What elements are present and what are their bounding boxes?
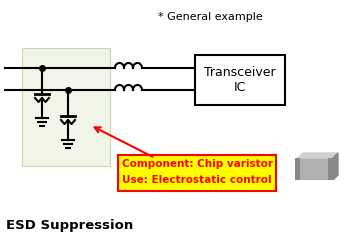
Bar (22, 48, 110, 166)
Bar (295, 158, 333, 180)
Text: ESD Suppression: ESD Suppression (6, 219, 133, 232)
Text: * General example: * General example (158, 12, 262, 22)
Polygon shape (298, 153, 338, 158)
Text: Transceiver
IC: Transceiver IC (204, 66, 276, 94)
Polygon shape (333, 153, 338, 180)
Bar (195, 55, 285, 105)
Bar (295, 158, 300, 180)
Bar (328, 158, 333, 180)
Bar (118, 155, 276, 191)
Text: Component: Chip varistor: Component: Chip varistor (122, 159, 273, 169)
Text: Use: Electrostatic control: Use: Electrostatic control (122, 175, 272, 185)
